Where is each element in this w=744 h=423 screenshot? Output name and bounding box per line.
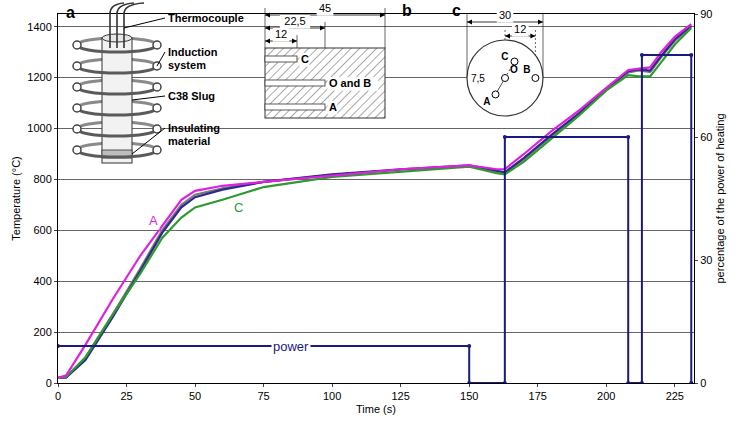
svg-text:power: power [273,339,309,354]
svg-text:Inductionsystem: Inductionsystem [168,46,218,71]
svg-text:75: 75 [257,390,269,402]
svg-text:O: O [510,64,518,75]
svg-text:225: 225 [666,390,684,402]
svg-text:Time (s): Time (s) [356,403,396,415]
svg-text:45: 45 [319,2,331,14]
svg-text:Temperature (°C): Temperature (°C) [10,156,22,240]
svg-text:A: A [329,101,337,113]
svg-text:A: A [149,213,158,228]
svg-text:0: 0 [55,390,61,402]
svg-text:12: 12 [514,23,526,35]
svg-text:O and B: O and B [329,77,371,89]
svg-text:1200: 1200 [27,71,51,83]
svg-text:b: b [402,2,412,19]
svg-text:7,5: 7,5 [471,73,485,84]
svg-text:200: 200 [33,326,51,338]
svg-text:C: C [301,53,309,65]
svg-text:a: a [66,4,75,21]
svg-text:30: 30 [700,254,712,266]
svg-text:c: c [452,2,461,19]
svg-text:1000: 1000 [27,122,51,134]
svg-text:800: 800 [33,173,51,185]
svg-text:175: 175 [529,390,547,402]
svg-text:150: 150 [460,390,478,402]
svg-text:90: 90 [700,8,712,20]
svg-text:60: 60 [700,131,712,143]
svg-text:12: 12 [275,28,287,40]
svg-text:25: 25 [120,390,132,402]
svg-text:percentage of the power of hea: percentage of the power of heating [714,113,726,283]
svg-text:125: 125 [391,390,409,402]
svg-text:50: 50 [189,390,201,402]
svg-text:200: 200 [597,390,615,402]
svg-text:C: C [234,200,243,215]
svg-text:C: C [501,51,508,62]
svg-text:1400: 1400 [27,21,51,33]
svg-text:Thermocouple: Thermocouple [168,12,244,24]
svg-text:B: B [523,64,530,75]
svg-text:A: A [483,96,490,107]
svg-text:Insulatingmaterial: Insulatingmaterial [168,122,220,147]
svg-text:C38 Slug: C38 Slug [168,90,215,102]
svg-text:0: 0 [46,377,52,389]
svg-text:0: 0 [700,377,706,389]
svg-text:30: 30 [499,9,511,21]
svg-text:22,5: 22,5 [284,15,305,27]
svg-text:600: 600 [33,224,51,236]
svg-text:400: 400 [33,275,51,287]
svg-text:100: 100 [323,390,341,402]
